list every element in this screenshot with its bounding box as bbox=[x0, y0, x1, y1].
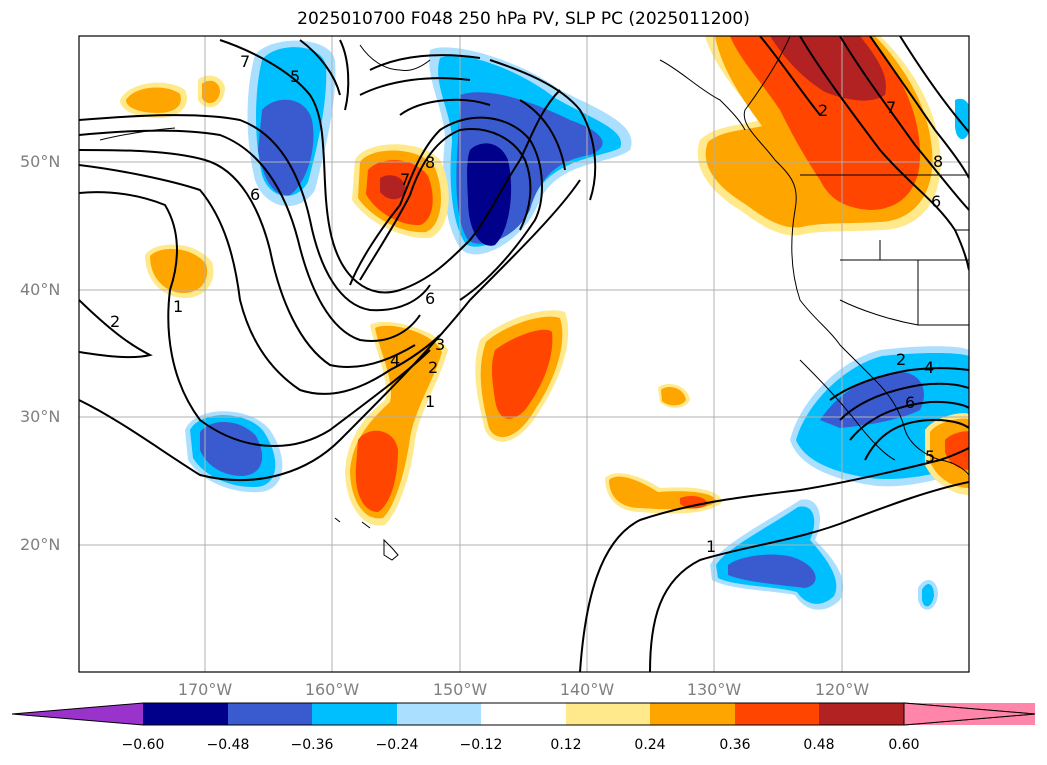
colorbar-swatch bbox=[481, 703, 566, 725]
slp-contours bbox=[79, 36, 969, 672]
colorbar-label: 0.36 bbox=[719, 737, 751, 753]
contour-label: 6 bbox=[905, 393, 915, 412]
contour-label: 7 bbox=[240, 52, 250, 71]
colorbar-label: −0.48 bbox=[206, 737, 250, 753]
contour-label: 2 bbox=[896, 350, 906, 369]
colorbar-extend-low bbox=[12, 703, 143, 725]
lon-label: 130°W bbox=[686, 680, 742, 699]
colorbar-swatch bbox=[819, 703, 904, 725]
contour-label: 2 bbox=[110, 312, 120, 331]
lat-label: 20°N bbox=[20, 535, 61, 554]
colorbar-swatch bbox=[735, 703, 819, 725]
lon-label: 150°W bbox=[432, 680, 488, 699]
colorbar-swatch bbox=[650, 703, 735, 725]
contour-label: 4 bbox=[390, 351, 400, 370]
coastlines bbox=[99, 36, 969, 561]
colorbar-swatch bbox=[228, 703, 312, 725]
colorbar-extend-high bbox=[903, 702, 1036, 726]
contour-label: 2 bbox=[428, 358, 438, 377]
lon-label: 120°W bbox=[814, 680, 870, 699]
colorbar-label: 0.60 bbox=[888, 737, 920, 753]
contour-label: 6 bbox=[931, 192, 941, 211]
colorbar-label: −0.12 bbox=[459, 737, 503, 753]
lon-label: 160°W bbox=[304, 680, 360, 699]
contour-labels: 7 5 6 8 7 6 2 1 4 3 2 1 1 2 7 6 8 2 4 6 … bbox=[110, 52, 943, 556]
lon-label: 140°W bbox=[559, 680, 615, 699]
colorbar-label: −0.24 bbox=[375, 737, 419, 753]
graticule bbox=[79, 36, 969, 672]
contour-label: 5 bbox=[290, 67, 300, 86]
colorbar-label: −0.36 bbox=[290, 737, 334, 753]
contour-label: 1 bbox=[173, 297, 183, 316]
contour-label: 3 bbox=[435, 335, 445, 354]
lat-label: 30°N bbox=[20, 407, 61, 426]
colorbar-label: 0.48 bbox=[803, 737, 835, 753]
colorbar-swatch bbox=[566, 703, 650, 725]
colorbar bbox=[11, 702, 1036, 726]
colorbar-label: −0.60 bbox=[121, 737, 165, 753]
contour-label: 8 bbox=[425, 153, 435, 172]
contour-label: 1 bbox=[706, 537, 716, 556]
contour-label: 2 bbox=[818, 101, 828, 120]
contour-label: 6 bbox=[425, 289, 435, 308]
lat-label: 50°N bbox=[20, 152, 61, 171]
colorbar-swatch bbox=[143, 703, 228, 725]
lat-label: 40°N bbox=[20, 280, 61, 299]
contour-label: 7 bbox=[886, 98, 896, 117]
colorbar-swatch bbox=[312, 703, 397, 725]
map-border bbox=[78, 35, 970, 673]
colorbar-swatch bbox=[397, 703, 481, 725]
contour-label: 8 bbox=[933, 152, 943, 171]
lon-label: 170°W bbox=[177, 680, 233, 699]
contour-label: 1 bbox=[425, 392, 435, 411]
contour-label: 7 bbox=[400, 170, 410, 189]
contour-label: 6 bbox=[250, 185, 260, 204]
contour-label: 5 bbox=[925, 447, 935, 466]
contour-label: 4 bbox=[924, 358, 934, 377]
colorbar-label: 0.12 bbox=[550, 737, 582, 753]
map-title: 2025010700 F048 250 hPa PV, SLP PC (2025… bbox=[297, 9, 750, 29]
colorbar-label: 0.24 bbox=[634, 737, 666, 753]
